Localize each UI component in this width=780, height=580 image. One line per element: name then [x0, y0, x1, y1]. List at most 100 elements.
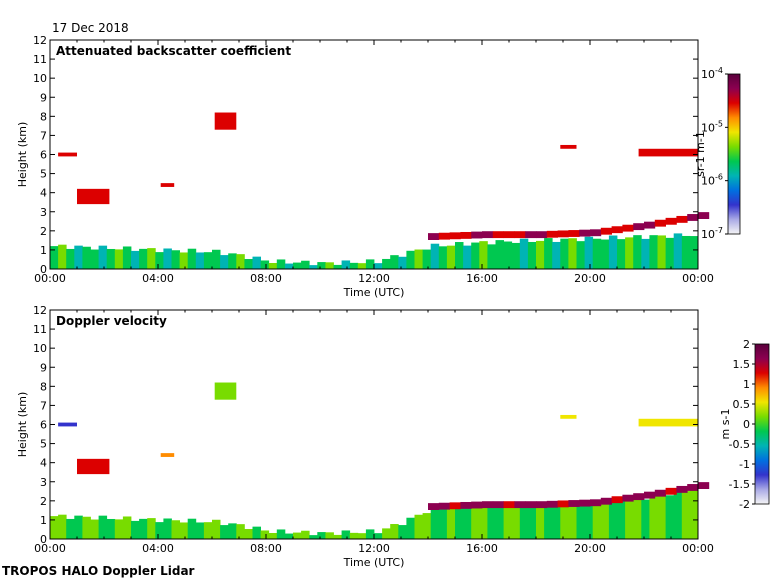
cloud-patch [58, 152, 77, 157]
boundary-layer-column [689, 490, 699, 539]
colorbar-tick-label: 2 [743, 338, 750, 351]
boundary-layer-column [147, 518, 156, 539]
x-tick-label: 04:00 [142, 542, 174, 555]
boundary-layer-column [131, 520, 140, 539]
y-tick-label: 10 [33, 342, 47, 355]
boundary-layer-column [479, 503, 488, 539]
colorbar-tick-label: 1 [743, 378, 750, 391]
boundary-layer-column [681, 491, 691, 539]
boundary-layer-column [122, 516, 132, 539]
boundary-layer-column [641, 238, 650, 269]
boundary-layer-column [527, 505, 537, 539]
cloud-layer-segment [536, 231, 548, 239]
boundary-layer-column [568, 502, 577, 539]
boundary-layer-column [665, 495, 675, 539]
cloud-layer-segment [590, 229, 602, 237]
x-tick-label: 12:00 [358, 542, 390, 555]
x-tick-label: 00:00 [34, 542, 66, 555]
boundary-layer-column [665, 237, 675, 269]
boundary-layer-column [568, 238, 577, 269]
boundary-layer-column [155, 252, 164, 269]
x-tick-label: 12:00 [358, 272, 390, 285]
y-tick-label: 7 [40, 399, 47, 412]
cloud-layer-segment [654, 489, 666, 497]
boundary-layer-column [544, 238, 553, 269]
boundary-layer-column [98, 515, 108, 539]
boundary-layer-column [106, 248, 116, 269]
y-tick-label: 8 [40, 380, 47, 393]
boundary-layer-column [617, 501, 626, 539]
boundary-layer-column [673, 233, 683, 269]
x-tick-label: 20:00 [574, 542, 606, 555]
colorbar-tick-label: -1.5 [729, 478, 750, 491]
cloud-patch [638, 148, 698, 157]
y-axis-label: Height (km) [16, 122, 29, 188]
boundary-layer-column [414, 514, 423, 539]
boundary-layer-column [284, 533, 294, 539]
boundary-layer-column [689, 236, 699, 269]
cloud-layer-segment [482, 231, 494, 239]
boundary-layer-column [284, 263, 294, 269]
y-tick-label: 2 [40, 225, 47, 238]
cloud-layer-segment [438, 502, 450, 510]
cloud-layer-segment [536, 501, 548, 509]
boundary-layer-column [552, 241, 561, 269]
cloud-layer-segment [665, 487, 677, 495]
cloud-patch [560, 144, 577, 149]
boundary-layer-column [90, 249, 99, 269]
boundary-layer-column [511, 242, 521, 269]
cloud-layer-segment [579, 499, 591, 507]
cloud-layer-segment [525, 231, 537, 239]
boundary-layer-column [374, 263, 383, 269]
boundary-layer-column [333, 534, 342, 539]
boundary-layer-column [187, 518, 197, 539]
y-tick-label: 6 [40, 149, 47, 162]
cloud-layer-segment [557, 500, 569, 508]
date-label: 17 Dec 2018 [52, 21, 129, 35]
boundary-layer-column [179, 522, 189, 539]
boundary-layer-column [382, 258, 391, 269]
cloud-layer-segment [568, 230, 580, 237]
y-tick-label: 1 [40, 514, 47, 527]
boundary-layer-column [365, 529, 375, 539]
cloud-layer-segment [492, 501, 504, 509]
x-axis-label: Time (UTC) [343, 556, 405, 569]
cloud-layer-segment [514, 501, 526, 509]
boundary-layer-column [487, 506, 496, 539]
boundary-layer-column [195, 522, 205, 539]
boundary-layer-column [455, 504, 464, 539]
cloud-layer-segment [579, 229, 591, 237]
y-tick-label: 1 [40, 244, 47, 257]
x-axis-label: Time (UTC) [343, 286, 405, 299]
boundary-layer-column [576, 241, 585, 269]
boundary-layer-column [58, 244, 67, 269]
boundary-layer-column [236, 524, 245, 539]
boundary-layer-column [301, 260, 310, 269]
boundary-layer-column [511, 506, 521, 539]
boundary-layer-column [446, 508, 456, 539]
cloud-layer-segment [698, 212, 710, 220]
panel-title: Attenuated backscatter coefficient [56, 44, 291, 58]
boundary-layer-column [406, 517, 415, 539]
boundary-layer-column [90, 519, 99, 539]
boundary-layer-column [519, 238, 529, 269]
boundary-layer-column [333, 264, 342, 269]
cloud-layer-segment [492, 231, 504, 239]
boundary-layer-column [398, 256, 407, 269]
boundary-layer-column [66, 518, 75, 539]
boundary-layer-column [293, 532, 302, 539]
boundary-layer-column [228, 253, 237, 269]
boundary-layer-column [131, 250, 140, 269]
boundary-layer-column [212, 519, 221, 539]
cloud-patch [160, 183, 175, 187]
colorbar-tick-label: 0 [743, 418, 750, 431]
footer-label: TROPOS HALO Doppler Lidar [2, 564, 195, 578]
colorbar-tick-label: 10-5 [701, 119, 723, 134]
colorbar-unit-label: sr-1 m-1 [694, 131, 707, 177]
boundary-layer-column [171, 250, 180, 269]
boundary-layer-column [641, 499, 650, 539]
boundary-layer-column [560, 238, 569, 269]
boundary-layer-column [349, 262, 359, 269]
cloud-layer-segment [687, 214, 699, 221]
